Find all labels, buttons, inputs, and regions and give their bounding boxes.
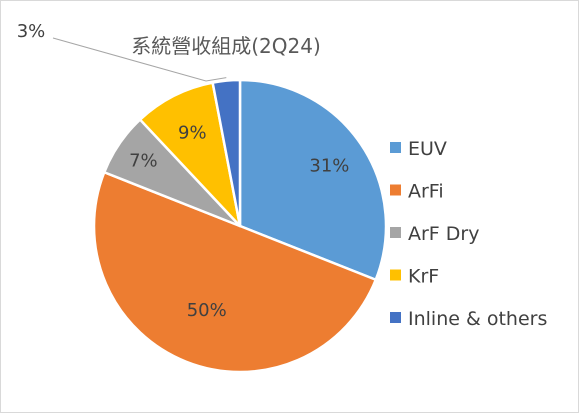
pie-slice-arfi	[92, 171, 377, 374]
data-label-krf: 9%	[178, 122, 207, 143]
legend-swatch-krf	[390, 269, 401, 281]
chart-title: 系統營收組成(2Q24)	[131, 34, 321, 58]
data-label-arf-dry: 7%	[129, 150, 158, 171]
legend-entry-inline-others: Inline & others	[408, 308, 547, 330]
leader-lines	[52, 37, 227, 82]
legend-entry-arf-dry: ArF Dry	[408, 223, 479, 245]
data-label-inline-others: 3%	[17, 21, 46, 42]
legend-swatch-inline-others	[390, 312, 401, 323]
legend-swatch-arf-dry	[390, 227, 401, 238]
legend-entry-krf: KrF	[408, 266, 439, 288]
data-label-euv: 31%	[309, 155, 349, 176]
legend: EUV ArFi ArF Dry KrF Inline & others	[390, 138, 547, 330]
pie-slice-inline-others	[211, 78, 242, 228]
legend-entry-arfi: ArFi	[408, 181, 444, 203]
pie-slices	[92, 78, 388, 374]
data-label-arfi: 50%	[187, 300, 227, 321]
legend-swatch-arfi	[390, 184, 401, 196]
pie-slice-euv	[238, 78, 388, 281]
slice-labels: 31% 50% 7% 9% 3%	[17, 21, 350, 321]
legend-swatch-euv	[390, 142, 401, 153]
pie-slice-krf	[138, 81, 242, 228]
legend-entry-euv: EUV	[408, 138, 447, 160]
leader-line-inline-others	[52, 37, 227, 82]
